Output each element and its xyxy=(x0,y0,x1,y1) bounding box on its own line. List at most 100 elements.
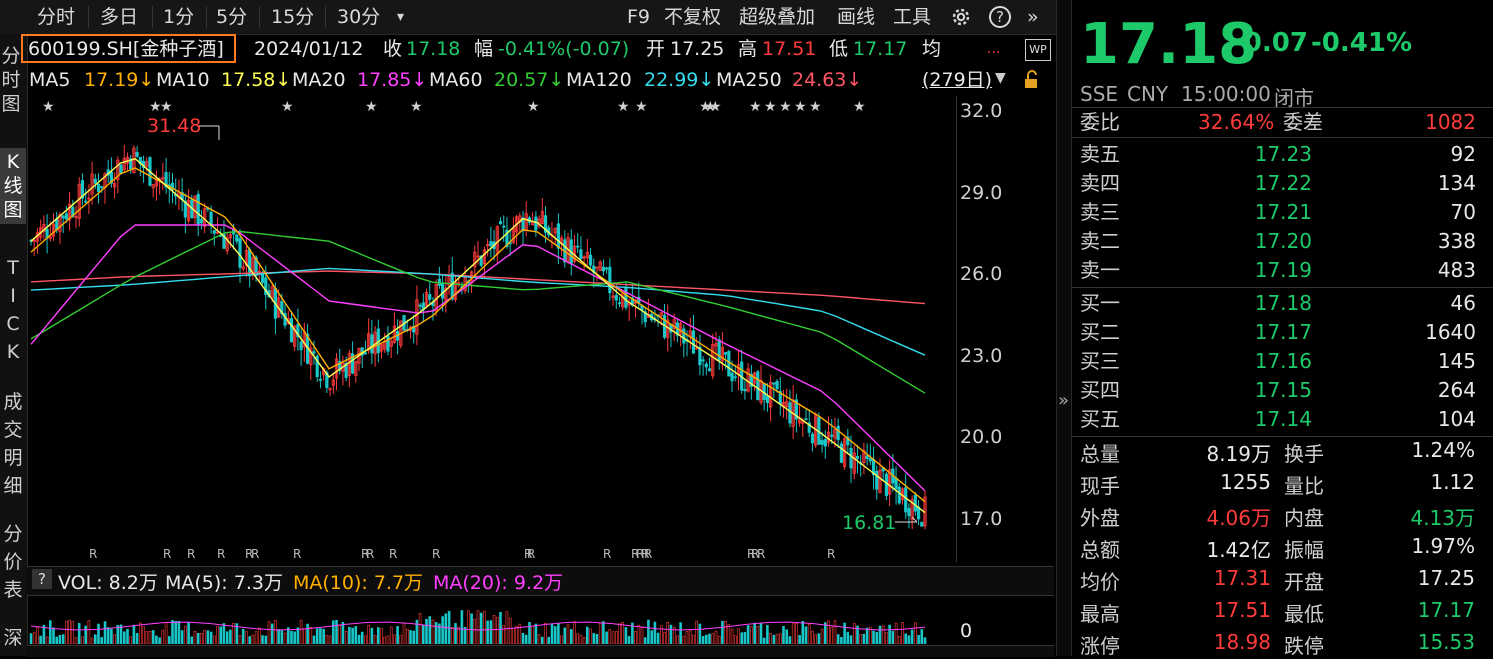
bid-row[interactable]: 买一 17.18 46 xyxy=(1080,289,1476,318)
period-tab-1min[interactable]: 1分 xyxy=(163,6,195,28)
volume-bar xyxy=(132,624,136,645)
volume-bar xyxy=(341,621,345,645)
ma-days-selector[interactable]: (279日) xyxy=(922,69,993,91)
volume-ma5: MA(5): 7.3万 xyxy=(165,572,283,594)
ma10-value: 17.58↓ xyxy=(221,69,292,91)
sidebar-item-trades[interactable]: 成交明细 xyxy=(0,388,26,500)
volume-bar xyxy=(836,634,840,645)
volume-bar xyxy=(476,610,480,645)
bid-row[interactable]: 买五 17.14 104 xyxy=(1080,405,1476,434)
volume-bar xyxy=(409,630,412,645)
help-icon[interactable]: ? xyxy=(989,6,1011,28)
weibi-label: 委比 xyxy=(1080,110,1120,134)
candle-body xyxy=(576,245,580,248)
lock-icon[interactable] xyxy=(1022,70,1042,95)
volume-bar xyxy=(171,619,174,645)
volume-bar xyxy=(473,618,477,645)
ask-price: 17.23 xyxy=(1254,142,1312,166)
right-issue-marker: R xyxy=(631,547,639,561)
candle-body xyxy=(913,494,917,512)
ask-row[interactable]: 卖一 17.19 483 xyxy=(1080,256,1476,285)
candle-body xyxy=(450,272,454,300)
tools-button[interactable]: 工具 xyxy=(893,6,932,28)
candle-body xyxy=(820,439,824,445)
collapse-panel-icon[interactable]: » xyxy=(1058,390,1070,411)
candle-body xyxy=(328,388,332,391)
candle-body xyxy=(119,164,123,174)
volume-bar xyxy=(319,628,322,645)
expand-icon[interactable]: » xyxy=(1027,6,1039,28)
candle-body xyxy=(695,347,699,350)
quote-panel xyxy=(1072,0,1493,656)
stat-value: 1.42亿 xyxy=(1206,538,1271,562)
adjust-mode-button[interactable]: 不复权 xyxy=(664,6,722,28)
volume-bar xyxy=(592,633,596,645)
ask-volume: 134 xyxy=(1437,171,1476,195)
candle-body xyxy=(672,319,676,329)
ask-row[interactable]: 卖三 17.21 70 xyxy=(1080,198,1476,227)
volume-bar xyxy=(45,636,49,645)
candle-body xyxy=(116,159,120,181)
bid-row[interactable]: 买三 17.16 145 xyxy=(1080,347,1476,376)
period-tab-15min[interactable]: 15分 xyxy=(271,6,315,28)
sidebar-item-depth[interactable]: 深 xyxy=(0,624,26,652)
bid-row[interactable]: 买四 17.15 264 xyxy=(1080,376,1476,405)
candle-body xyxy=(334,358,339,379)
volume-bar xyxy=(309,626,313,645)
panel-divider[interactable]: » xyxy=(1056,0,1072,656)
wp-icon[interactable]: WP xyxy=(1025,39,1051,61)
right-issue-marker: R xyxy=(251,547,259,561)
candle-body xyxy=(183,200,187,218)
volume-bar xyxy=(849,635,853,645)
volume-bar xyxy=(585,626,589,645)
volume-bar xyxy=(807,624,811,645)
market-status: 闭市 xyxy=(1274,86,1314,110)
bid-row[interactable]: 买二 17.17 1640 xyxy=(1080,318,1476,347)
volume-bar xyxy=(688,629,692,645)
volume-help-icon[interactable]: ? xyxy=(32,569,52,589)
stat-value: 15.53 xyxy=(1417,630,1475,654)
volume-bar xyxy=(833,620,837,645)
sidebar-item-timeshare[interactable]: 分时图 xyxy=(0,44,22,116)
ma60-value: 20.57↓ xyxy=(494,69,565,91)
ask-row[interactable]: 卖五 17.23 92 xyxy=(1080,140,1476,169)
volume-bar xyxy=(402,622,406,645)
dropdown-icon[interactable]: ▼ xyxy=(995,70,1006,86)
ask-row[interactable]: 卖四 17.22 134 xyxy=(1080,169,1476,198)
draw-line-button[interactable]: 画线 xyxy=(837,6,876,28)
weicha-value: 1082 xyxy=(1425,110,1476,134)
bar-date: 2024/01/12 xyxy=(254,38,364,60)
volume-bar xyxy=(216,625,219,645)
candle-body xyxy=(704,363,708,368)
volume-bar xyxy=(914,622,917,645)
volume-bar xyxy=(245,631,248,645)
period-tab-multiday[interactable]: 多日 xyxy=(100,6,139,28)
volume-bar xyxy=(634,631,637,645)
candle-body xyxy=(196,193,200,225)
candle-body xyxy=(804,418,808,421)
ask-row[interactable]: 卖二 17.20 338 xyxy=(1080,227,1476,256)
period-tab-30min[interactable]: 30分 xyxy=(337,6,381,28)
stock-code[interactable]: 600199.SH[金种子酒] xyxy=(28,38,224,60)
f9-button[interactable]: F9 xyxy=(627,6,651,28)
sidebar-item-price-table[interactable]: 分价表 xyxy=(0,520,26,604)
candle-body xyxy=(682,328,686,344)
period-tab-5min[interactable]: 5分 xyxy=(216,6,248,28)
volume-chart[interactable] xyxy=(27,596,956,645)
divider xyxy=(88,6,89,28)
volume-bar xyxy=(881,625,885,645)
gear-icon[interactable] xyxy=(950,6,972,33)
candle-body xyxy=(32,239,36,242)
stat-value: 1255 xyxy=(1220,470,1271,494)
ask-volume: 92 xyxy=(1450,142,1476,166)
volume-bar xyxy=(843,622,846,645)
kline-chart[interactable]: ★ ★ ★ ★ ★ ★ ★ ★ ★ ★ ★ ★ ★ ★ ★ ★ ★ ★ R R R R R R R R R R R R R R R R R R R R R R xyxy=(27,96,1054,566)
avg-label: 均 xyxy=(922,38,942,60)
period-more-dropdown-icon[interactable]: ▾ xyxy=(397,9,405,25)
volume-bar xyxy=(820,628,824,645)
overlay-button[interactable]: 超级叠加 xyxy=(739,6,816,28)
more-dots[interactable]: ... xyxy=(987,41,1001,57)
period-tab-fenshi[interactable]: 分时 xyxy=(37,6,76,28)
